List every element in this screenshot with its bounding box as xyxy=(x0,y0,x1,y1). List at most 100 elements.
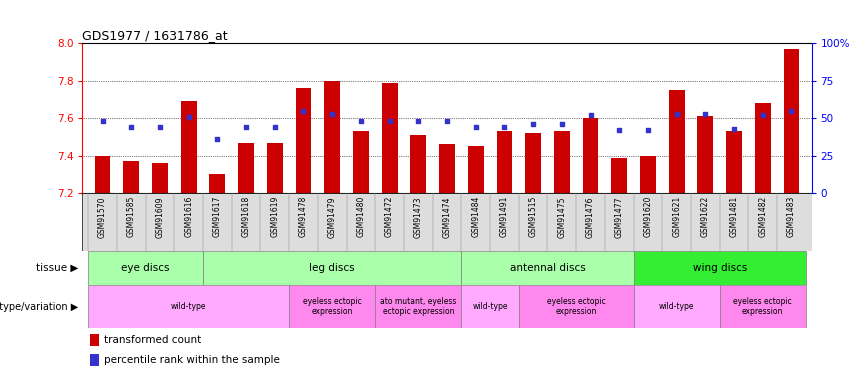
Text: GSM91491: GSM91491 xyxy=(500,196,509,237)
Text: GSM91472: GSM91472 xyxy=(385,196,394,237)
Point xyxy=(785,108,799,114)
Text: antennal discs: antennal discs xyxy=(510,263,585,273)
Text: GSM91609: GSM91609 xyxy=(155,196,164,237)
Bar xyxy=(181,101,196,193)
Text: GSM91616: GSM91616 xyxy=(184,196,194,237)
Point xyxy=(756,112,770,118)
Bar xyxy=(89,251,203,285)
Text: GSM91475: GSM91475 xyxy=(557,196,566,237)
Point xyxy=(354,118,368,124)
Bar xyxy=(289,285,375,328)
Bar xyxy=(353,131,369,193)
Text: GSM91473: GSM91473 xyxy=(414,196,423,237)
Bar xyxy=(411,135,426,193)
Text: GSM91621: GSM91621 xyxy=(672,196,681,237)
Bar xyxy=(634,285,720,328)
Point xyxy=(240,124,253,130)
Point xyxy=(297,108,311,114)
Bar xyxy=(519,285,634,328)
Bar xyxy=(123,161,139,193)
Text: leg discs: leg discs xyxy=(309,263,355,273)
Text: tissue ▶: tissue ▶ xyxy=(36,263,78,273)
Text: eyeless ectopic
expression: eyeless ectopic expression xyxy=(547,297,606,316)
Bar xyxy=(634,251,806,285)
Bar xyxy=(784,49,799,193)
Text: wing discs: wing discs xyxy=(693,263,746,273)
Text: GSM91479: GSM91479 xyxy=(328,196,337,237)
Point xyxy=(526,121,540,127)
Point xyxy=(612,127,626,133)
Text: percentile rank within the sample: percentile rank within the sample xyxy=(104,355,280,365)
Text: GSM91585: GSM91585 xyxy=(127,196,135,237)
Bar xyxy=(89,334,98,346)
Text: GSM91474: GSM91474 xyxy=(443,196,451,237)
Text: eye discs: eye discs xyxy=(122,263,170,273)
Text: genotype/variation ▶: genotype/variation ▶ xyxy=(0,302,78,312)
Bar xyxy=(203,251,462,285)
Text: GSM91619: GSM91619 xyxy=(270,196,279,237)
Bar xyxy=(462,251,634,285)
Bar xyxy=(496,131,512,193)
Text: GSM91483: GSM91483 xyxy=(787,196,796,237)
Text: GSM91620: GSM91620 xyxy=(643,196,653,237)
Point xyxy=(583,112,597,118)
Bar xyxy=(209,174,226,193)
Bar xyxy=(382,82,398,193)
Bar xyxy=(698,116,713,193)
Bar xyxy=(668,90,685,193)
Bar xyxy=(296,88,312,193)
Text: GDS1977 / 1631786_at: GDS1977 / 1631786_at xyxy=(82,29,228,42)
Text: GSM91481: GSM91481 xyxy=(730,196,739,237)
Text: transformed count: transformed count xyxy=(104,335,201,345)
Bar xyxy=(238,142,254,193)
Point xyxy=(268,124,282,130)
Text: wild-type: wild-type xyxy=(472,302,508,311)
Text: GSM91477: GSM91477 xyxy=(615,196,624,237)
Bar xyxy=(325,81,340,193)
Text: wild-type: wild-type xyxy=(171,302,207,311)
Bar xyxy=(468,146,483,193)
Text: GSM91622: GSM91622 xyxy=(700,196,710,237)
Point xyxy=(727,126,741,132)
Bar xyxy=(720,285,806,328)
Point xyxy=(95,118,109,124)
Text: GSM91482: GSM91482 xyxy=(759,196,767,237)
Point xyxy=(497,124,511,130)
Bar xyxy=(152,163,168,193)
Text: GSM91478: GSM91478 xyxy=(299,196,308,237)
Text: wild-type: wild-type xyxy=(659,302,694,311)
Text: eyeless ectopic
expression: eyeless ectopic expression xyxy=(303,297,362,316)
Point xyxy=(670,111,684,117)
Bar xyxy=(525,133,541,193)
Point xyxy=(383,118,397,124)
Text: GSM91484: GSM91484 xyxy=(471,196,480,237)
Point xyxy=(326,111,339,117)
Text: GSM91618: GSM91618 xyxy=(241,196,251,237)
Text: GSM91476: GSM91476 xyxy=(586,196,595,237)
Text: GSM91617: GSM91617 xyxy=(213,196,222,237)
Point xyxy=(699,111,713,117)
Bar xyxy=(727,131,742,193)
Point xyxy=(124,124,138,130)
Bar xyxy=(755,103,771,193)
Point xyxy=(210,136,224,142)
Bar xyxy=(95,156,110,193)
Point xyxy=(153,124,167,130)
Bar xyxy=(462,285,519,328)
Bar xyxy=(266,142,283,193)
Bar xyxy=(375,285,462,328)
Bar xyxy=(554,131,569,193)
Text: GSM91480: GSM91480 xyxy=(357,196,365,237)
Point xyxy=(181,114,195,120)
Point xyxy=(469,124,483,130)
Point xyxy=(411,118,425,124)
Point xyxy=(641,127,654,133)
Bar xyxy=(89,285,289,328)
Bar xyxy=(611,158,628,193)
Text: GSM91515: GSM91515 xyxy=(529,196,537,237)
Text: ato mutant, eyeless
ectopic expression: ato mutant, eyeless ectopic expression xyxy=(380,297,457,316)
Bar xyxy=(582,118,598,193)
Bar xyxy=(439,144,455,193)
Bar xyxy=(640,156,656,193)
Point xyxy=(555,121,569,127)
